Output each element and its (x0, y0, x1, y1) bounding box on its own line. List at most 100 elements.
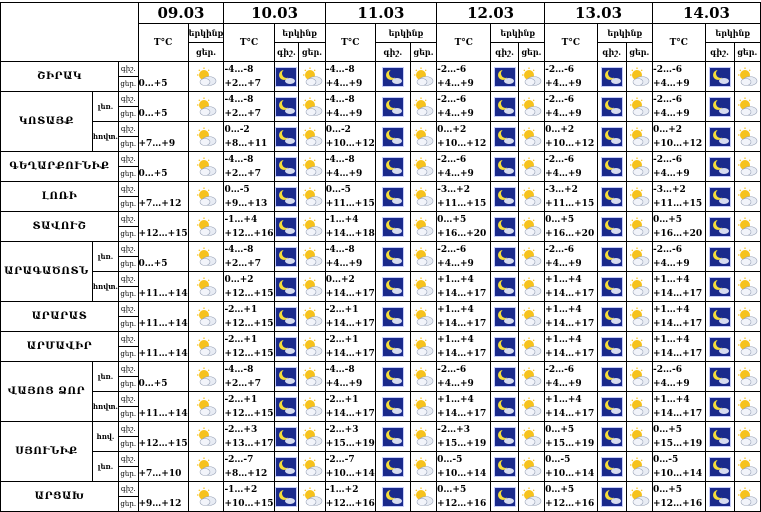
sky-night-cell (273, 241, 300, 272)
day-temp: +7…+10 (138, 468, 182, 479)
night-label: գիշ. (119, 393, 138, 407)
sky-night-cell (596, 241, 627, 272)
day-temp: +7…+12 (138, 198, 182, 209)
moon-cloud-icon (494, 157, 516, 177)
temp-cell: +12…+15 (137, 421, 189, 452)
moon-cloud-icon (601, 367, 623, 387)
sun-cloud-icon (520, 277, 542, 297)
sun-cloud-icon (628, 277, 650, 297)
temp-cell: -2…-6 +4…+9 (436, 91, 492, 122)
temp-cell: -4…-8 +2…+7 (223, 151, 275, 182)
day-temp: +8…+11 (224, 138, 268, 149)
night-temp: +1…+4 (545, 274, 582, 285)
moon-cloud-icon (709, 127, 731, 147)
sky-day-cell (517, 301, 546, 332)
sky-day-cell (625, 181, 654, 212)
sky-day-cell (625, 211, 654, 242)
sun-cloud-icon (195, 277, 217, 297)
sky-day-cell (625, 481, 654, 512)
moon-cloud-icon (494, 277, 516, 297)
sky-night-cell (273, 451, 300, 482)
moon-cloud-icon (709, 307, 731, 327)
moon-cloud-icon (601, 217, 623, 237)
sun-cloud-icon (412, 127, 434, 147)
day-temp: +14…+17 (325, 348, 375, 359)
sky-day-cell (733, 151, 761, 182)
day-temp: +7…+9 (138, 138, 176, 149)
sky-night-cell (704, 361, 735, 392)
temp-cell: -1…+4 +14…+18 (324, 211, 376, 242)
date-header: 11.03 (324, 2, 438, 24)
day-temp: +10…+14 (545, 468, 595, 479)
day-temp: +4…+9 (653, 78, 690, 89)
night-label: գիշ. (119, 213, 138, 227)
day-header: ցեր. (733, 42, 761, 62)
temp-cell: 0…+5 (137, 61, 189, 92)
night-temp: +1…+4 (545, 304, 582, 315)
sun-cloud-icon (412, 337, 434, 357)
table-row: ԼՈՌԻ գիշ. ցեր. +7…+12 0…-5 +9…+13 0…-5 +11…+15… (0, 181, 761, 212)
night-temp: +1…+4 (545, 394, 582, 405)
sun-cloud-icon (195, 67, 217, 87)
moon-cloud-icon (382, 457, 404, 477)
sun-cloud-icon (195, 217, 217, 237)
sky-day-cell (625, 271, 654, 302)
day-temp: +10…+12 (545, 138, 595, 149)
sky-cell (187, 181, 225, 212)
day-temp: +14…+17 (437, 348, 487, 359)
night-temp: -3…+2 (545, 184, 578, 195)
moon-cloud-icon (709, 187, 731, 207)
night-temp: 0…-5 (224, 184, 250, 195)
sky-day-cell (625, 391, 654, 422)
sky-night-cell (490, 361, 519, 392)
temp-cell: +7…+9 (137, 121, 189, 152)
night-temp: 0…-2 (325, 124, 351, 135)
sky-day-cell (409, 151, 438, 182)
temp-header: T°C (223, 23, 275, 62)
temp-cell: +11…+14 (137, 391, 189, 422)
time-of-day-labels: գիշ. ցեր. (118, 391, 139, 422)
night-temp: -4…-8 (224, 154, 254, 165)
day-temp: +4…+9 (325, 258, 363, 269)
sky-day-cell (517, 211, 546, 242)
sun-cloud-icon (301, 127, 323, 147)
day-temp: +10…+14 (437, 468, 487, 479)
sky-night-cell (374, 181, 411, 212)
sun-cloud-icon (628, 367, 650, 387)
night-temp: -2…-7 (224, 454, 254, 465)
night-temp: +1…+4 (653, 334, 690, 345)
sky-day-cell (733, 61, 761, 92)
day-temp: +12…+16 (325, 498, 375, 509)
temp-header: T°C (137, 23, 189, 62)
day-label: ցեր. (120, 140, 137, 148)
temp-cell: -2…+1 +14…+17 (324, 391, 376, 422)
sky-night-cell (596, 271, 627, 302)
temp-cell: 0…+5 (137, 91, 189, 122)
day-temp: +14…+17 (653, 318, 703, 329)
moon-cloud-icon (709, 247, 731, 267)
night-temp: -4…-8 (224, 244, 254, 255)
day-temp: +4…+9 (545, 378, 582, 389)
time-of-day-labels: գիշ. ցեր. (118, 301, 139, 332)
sky-night-cell (490, 241, 519, 272)
day-temp: +15…+19 (545, 438, 595, 449)
temp-cell: 0…-5 +11…+15 (324, 181, 376, 212)
temp-cell: 0…+5 (137, 361, 189, 392)
temp-cell: -2…-6 +4…+9 (652, 241, 706, 272)
temp-cell: 0…+5 +12…+16 (436, 481, 492, 512)
day-temp: +16…+20 (437, 228, 487, 239)
sky-night-cell (704, 481, 735, 512)
night-temp: -2…+3 (325, 424, 359, 435)
sun-cloud-icon (412, 457, 434, 477)
day-temp: +14…+17 (653, 348, 703, 359)
temp-cell: 0…+5 +12…+16 (544, 481, 598, 512)
night-temp: -2…-6 (653, 64, 682, 75)
sun-cloud-icon (301, 307, 323, 327)
sun-cloud-icon (301, 97, 323, 117)
temp-cell: -2…+1 +14…+17 (324, 301, 376, 332)
night-temp: -2…-6 (545, 244, 575, 255)
sun-cloud-icon (736, 67, 758, 87)
night-label: գիշ. (119, 453, 138, 467)
time-of-day-labels: գիշ. ցեր. (118, 361, 139, 392)
